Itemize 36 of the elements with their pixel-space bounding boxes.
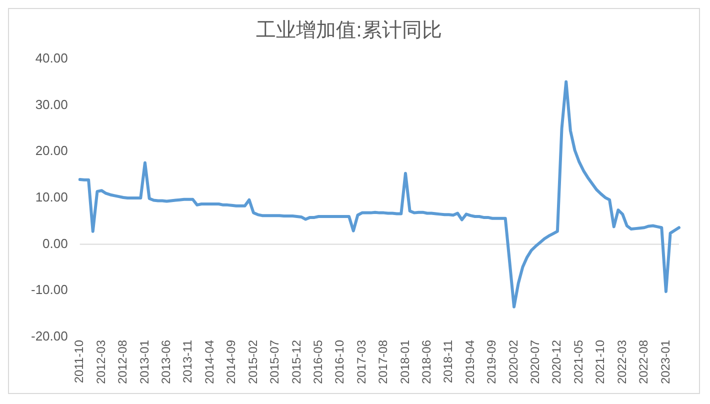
x-tick-label: 2017-03: [354, 340, 368, 384]
x-tick-label: 2014-09: [224, 340, 238, 384]
x-tick-label: 2023-01: [658, 340, 672, 384]
x-tick-label: 2012-03: [94, 340, 108, 384]
x-tick-label: 2015-02: [246, 340, 260, 384]
y-tick-label: -20.00: [30, 328, 68, 344]
x-tick-label: 2013-11: [180, 340, 195, 384]
x-tick-label: 2021-10: [593, 340, 608, 384]
x-tick-label: 2021-05: [571, 340, 586, 384]
x-tick-label: 2022-03: [614, 340, 629, 384]
y-tick-label: 10.00: [35, 190, 68, 205]
x-tick-label: 2022-08: [636, 340, 651, 384]
x-tick-label: 2012-08: [116, 340, 130, 384]
x-tick-label: 2019-04: [462, 340, 477, 384]
x-tick-label: 2020-07: [528, 340, 542, 384]
chart-title: 工业增加值:累计同比: [256, 20, 442, 42]
x-tick-label: 2020-12: [550, 340, 564, 384]
x-tick-label: 2018-11: [441, 340, 456, 384]
x-tick-label: 2018-06: [420, 340, 434, 384]
x-tick-label: 2017-08: [376, 340, 390, 384]
y-tick-label: 20.00: [35, 143, 68, 158]
y-tick-label: 0.00: [42, 236, 68, 251]
x-tick-label: 2016-05: [310, 340, 325, 384]
x-tick-label: 2019-09: [484, 340, 499, 384]
x-tick-label: 2014-04: [202, 340, 216, 384]
x-tick-label: 2013-01: [137, 340, 152, 384]
x-tick-label: 2020-02: [506, 340, 520, 384]
x-tick-label: 2015-12: [289, 340, 304, 384]
y-tick-label: 30.00: [35, 96, 68, 112]
y-tick-label: -10.00: [30, 282, 68, 298]
x-tick-label: 2013-06: [159, 340, 174, 384]
x-tick-label: 2011-10: [72, 340, 86, 384]
x-tick-label: 2015-07: [268, 340, 282, 384]
x-tick-label: 2018-01: [398, 340, 412, 384]
y-tick-label: 40.00: [35, 50, 68, 66]
x-tick-label: 2016-10: [332, 340, 347, 384]
